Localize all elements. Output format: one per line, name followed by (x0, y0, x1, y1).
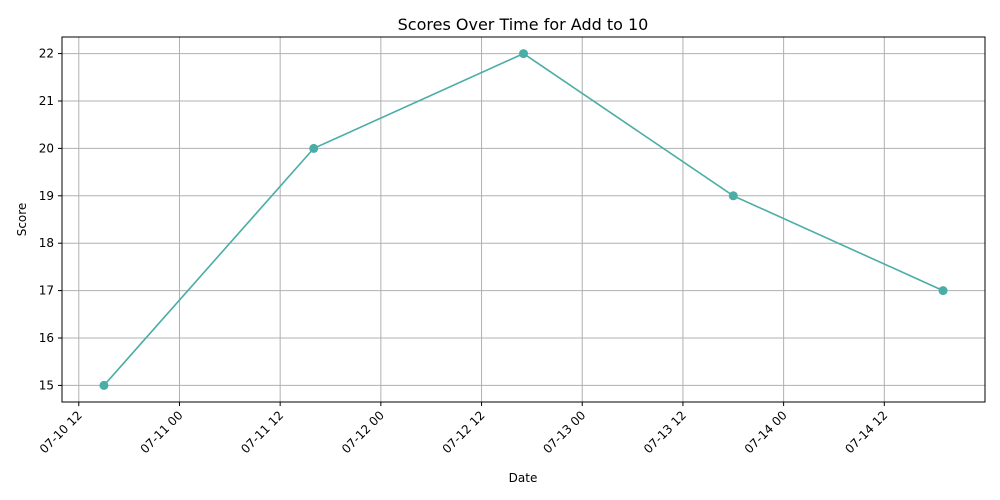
x-tick-label: 07-12 12 (440, 408, 488, 456)
y-tick-label: 20 (39, 141, 54, 155)
grid-layer (62, 37, 985, 402)
x-tick-label: 07-14 12 (842, 408, 890, 456)
chart-title: Scores Over Time for Add to 10 (398, 15, 649, 34)
x-tick-label: 07-11 00 (138, 408, 186, 456)
x-tick-label: 07-13 00 (540, 408, 588, 456)
y-tick-label: 19 (39, 189, 54, 203)
y-tick-label: 21 (39, 94, 54, 108)
plot-frame (61, 36, 986, 403)
series-line (103, 52, 944, 386)
y-tick-labels: 15 16 17 18 19 20 21 22 (39, 47, 62, 392)
y-tick-label: 17 (39, 284, 54, 298)
data-point (728, 191, 738, 201)
y-tick-label: 15 (39, 378, 54, 392)
y-tick-label: 18 (39, 236, 54, 250)
y-tick-label: 16 (39, 331, 54, 345)
x-tick-label: 07-13 12 (641, 408, 689, 456)
data-point (938, 286, 948, 296)
y-axis-label: Score (15, 203, 29, 237)
data-point (519, 49, 528, 59)
x-tick-label: 07-11 12 (238, 408, 286, 456)
y-tick-label: 22 (39, 47, 54, 61)
x-tick-label: 07-14 00 (742, 408, 790, 456)
series-layer (99, 49, 948, 390)
data-point (309, 143, 319, 153)
data-point (99, 380, 109, 390)
x-axis-label: Date (509, 471, 538, 485)
x-tick-label: 07-10 12 (37, 408, 85, 456)
x-tick-labels: 07-10 12 07-11 00 07-11 12 07-12 00 07-12 12… (37, 402, 890, 456)
x-tick-label: 07-12 00 (339, 408, 387, 456)
